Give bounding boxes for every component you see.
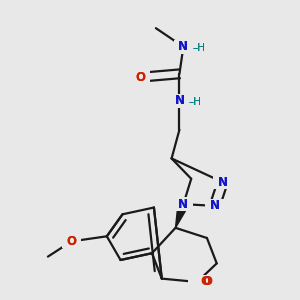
Text: O: O (67, 235, 76, 248)
Bar (213, 175, 232, 189)
Text: N: N (210, 199, 220, 212)
Text: N: N (218, 176, 228, 189)
Bar (174, 197, 193, 211)
Text: N: N (210, 199, 220, 212)
Text: O: O (200, 275, 210, 289)
Text: –H: –H (192, 43, 205, 53)
Text: N: N (218, 176, 228, 189)
Bar (174, 40, 193, 54)
Text: –H: –H (188, 97, 201, 107)
Polygon shape (176, 203, 189, 228)
Bar (206, 199, 224, 213)
Bar (188, 275, 206, 289)
Text: N: N (174, 94, 184, 107)
Bar (170, 94, 189, 108)
Text: –H: –H (192, 43, 205, 53)
Text: –H: –H (188, 97, 201, 107)
Text: N: N (178, 40, 188, 53)
Text: N: N (178, 198, 188, 211)
Text: N: N (178, 198, 188, 211)
Text: O: O (135, 71, 145, 84)
Text: O: O (202, 275, 212, 289)
Bar (131, 70, 150, 84)
Bar (62, 234, 81, 248)
Text: O: O (135, 71, 145, 84)
Text: O: O (67, 235, 76, 248)
Text: N: N (174, 94, 184, 107)
Text: N: N (178, 40, 188, 53)
